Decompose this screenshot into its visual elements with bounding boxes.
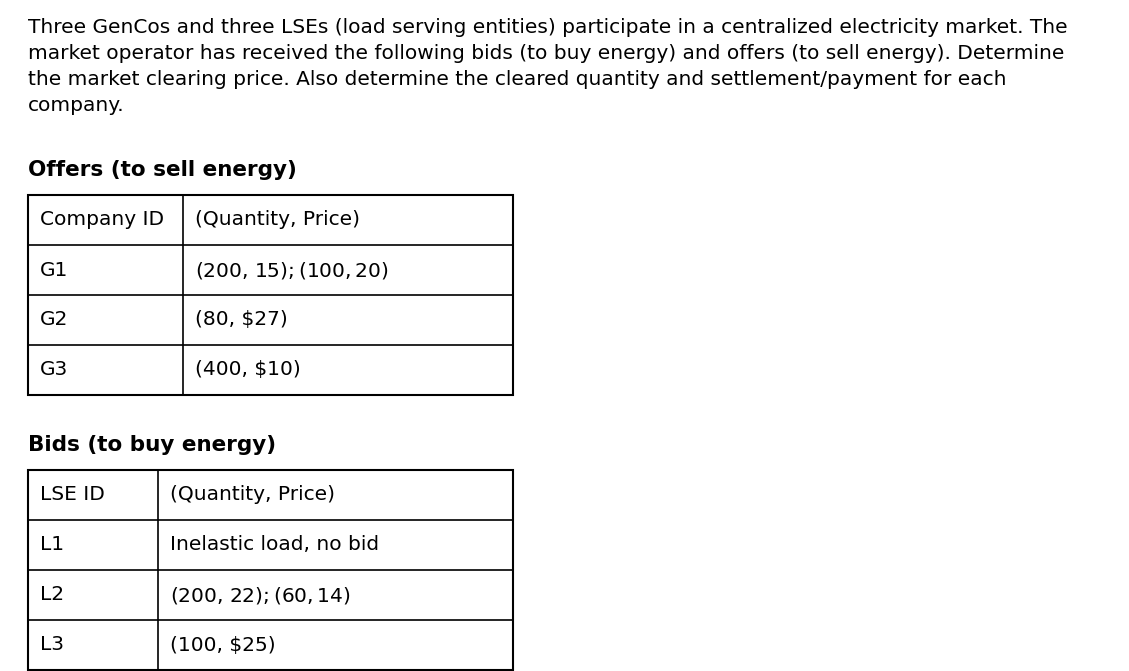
Text: (80, $27): (80, $27) [195, 311, 288, 329]
Text: Bids (to buy energy): Bids (to buy energy) [28, 435, 277, 455]
Text: L1: L1 [40, 535, 64, 554]
Text: Company ID: Company ID [40, 211, 164, 229]
Text: (100, $25): (100, $25) [170, 635, 275, 654]
Text: Three GenCos and three LSEs (load serving entities) participate in a centralized: Three GenCos and three LSEs (load servin… [28, 18, 1068, 37]
Text: the market clearing price. Also determine the cleared quantity and settlement/pa: the market clearing price. Also determin… [28, 70, 1006, 89]
Text: (Quantity, Price): (Quantity, Price) [170, 486, 335, 505]
Text: L3: L3 [40, 635, 64, 654]
Text: market operator has received the following bids (to buy energy) and offers (to s: market operator has received the followi… [28, 44, 1065, 63]
Text: (400, $10): (400, $10) [195, 360, 300, 380]
Text: G3: G3 [40, 360, 68, 380]
Text: L2: L2 [40, 586, 64, 605]
Text: company.: company. [28, 96, 124, 115]
Text: LSE ID: LSE ID [40, 486, 105, 505]
Text: (200, $15); (100, $20): (200, $15); (100, $20) [195, 260, 388, 280]
Text: (Quantity, Price): (Quantity, Price) [195, 211, 360, 229]
Text: G2: G2 [40, 311, 69, 329]
Text: G1: G1 [40, 260, 69, 280]
Text: (200, $22); (60, $14): (200, $22); (60, $14) [170, 584, 351, 605]
Text: Inelastic load, no bid: Inelastic load, no bid [170, 535, 379, 554]
Text: Offers (to sell energy): Offers (to sell energy) [28, 160, 297, 180]
